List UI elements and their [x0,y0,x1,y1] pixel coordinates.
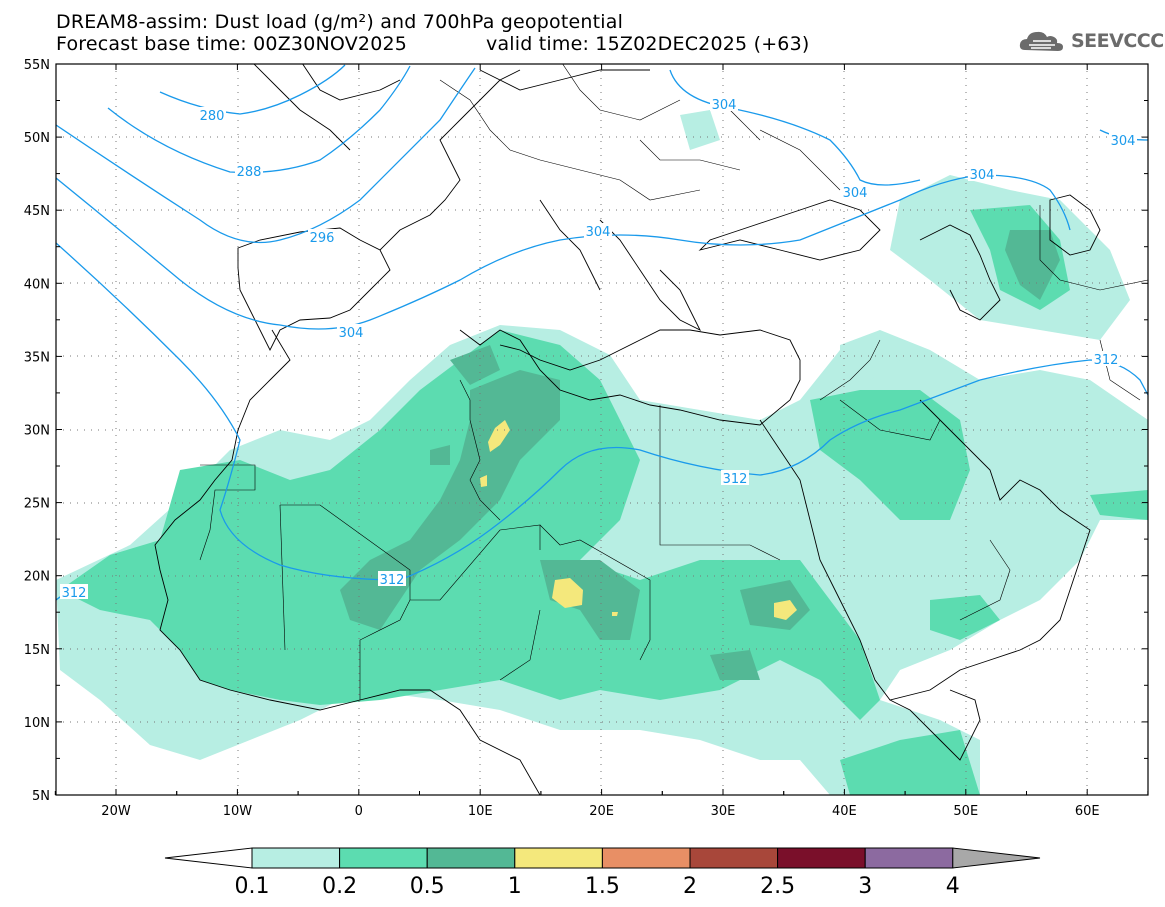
seevccc-logo: SEEVCCC [1017,26,1164,56]
colorbar-label: 2.5 [760,874,795,899]
colorbar-label: 1 [508,874,522,899]
contour-label: 312 [723,472,748,487]
lat-label: 55N [24,58,50,73]
lat-label: 50N [24,131,50,146]
lon-label: 20W [101,804,131,819]
lat-label: 10N [24,716,50,731]
lon-label: 60E [1075,804,1100,819]
colorbar-swatch [689,847,779,869]
contour-label: 312 [1094,353,1119,368]
colorbar-swatch [426,847,516,869]
contour-label: 312 [62,586,87,601]
colorbar-swatch [777,847,866,869]
colorbar-swatch [251,847,341,869]
contour-label: 304 [586,225,611,240]
cloud-logo-icon [1019,31,1063,51]
colorbar-low-triangle [164,847,253,869]
colorbar-label: 2 [683,874,697,899]
lon-label: 30E [711,804,736,819]
lat-label: 40N [24,277,50,292]
colorbar-swatch [339,847,428,869]
lon-label: 0 [355,804,363,819]
lon-label: 10E [468,804,493,819]
lat-label: 45N [24,204,50,219]
contour-label: 280 [200,109,225,124]
lon-label: 40E [832,804,857,819]
colorbar-swatch [601,847,691,869]
contour-label: 304 [843,186,868,201]
colorbar-label: 4 [946,874,960,899]
lon-label: 20E [589,804,614,819]
colorbar-swatch [864,847,954,869]
base-time: Forecast base time: 00Z30NOV2025 [56,33,408,55]
coastlines [154,64,1101,795]
colorbar-label: 0.1 [235,874,270,899]
contour-label: 312 [380,573,405,588]
lat-label: 5N [32,789,50,804]
contour-label: 304 [712,98,737,113]
axis-ticks [54,63,1149,796]
contour-labels: 280 288 296 304 304 304 304 304 304 312 312 312 312 [60,96,1137,601]
borders [199,64,1148,700]
colorbar-high-triangle [952,847,1041,869]
colorbar-label: 3 [858,874,872,899]
contour-label: 288 [237,165,262,180]
dust-layer-1 [480,420,797,620]
lat-label: 30N [24,424,50,439]
graticule [56,64,1148,795]
contour-label: 304 [970,168,995,183]
lat-label: 35N [24,350,50,365]
lat-axis: 55N 50N 45N 40N 35N 30N 25N 20N 15N 10N 5N [24,58,50,804]
contour-label: 304 [1111,134,1136,149]
lat-label: 15N [24,643,50,658]
lon-axis: 20W 10W 0 10E 20E 30E 40E 50E 60E [101,804,1099,819]
colorbar-label: 0.2 [322,874,357,899]
colorbar-label: 0.5 [410,874,445,899]
contour-label: 304 [339,326,364,341]
lat-label: 25N [24,497,50,512]
colorbar-swatch [514,847,603,869]
lon-label: 50E [953,804,978,819]
chart-title: DREAM8-assim: Dust load (g/m²) and 700hP… [56,11,624,33]
valid-time: valid time: 15Z02DEC2025 (+63) [486,33,810,55]
lat-label: 20N [24,570,50,585]
map-area [56,64,1148,795]
lon-label: 10W [223,804,253,819]
logo-text: SEEVCCC [1071,30,1164,52]
colorbar: 0.1 0.2 0.5 1 1.5 2 2.5 3 4 [164,847,1041,899]
colorbar-label: 1.5 [585,874,620,899]
base-time-line: Forecast base time: 00Z30NOV2025 valid ti… [56,33,809,55]
contour-label: 296 [310,231,335,246]
